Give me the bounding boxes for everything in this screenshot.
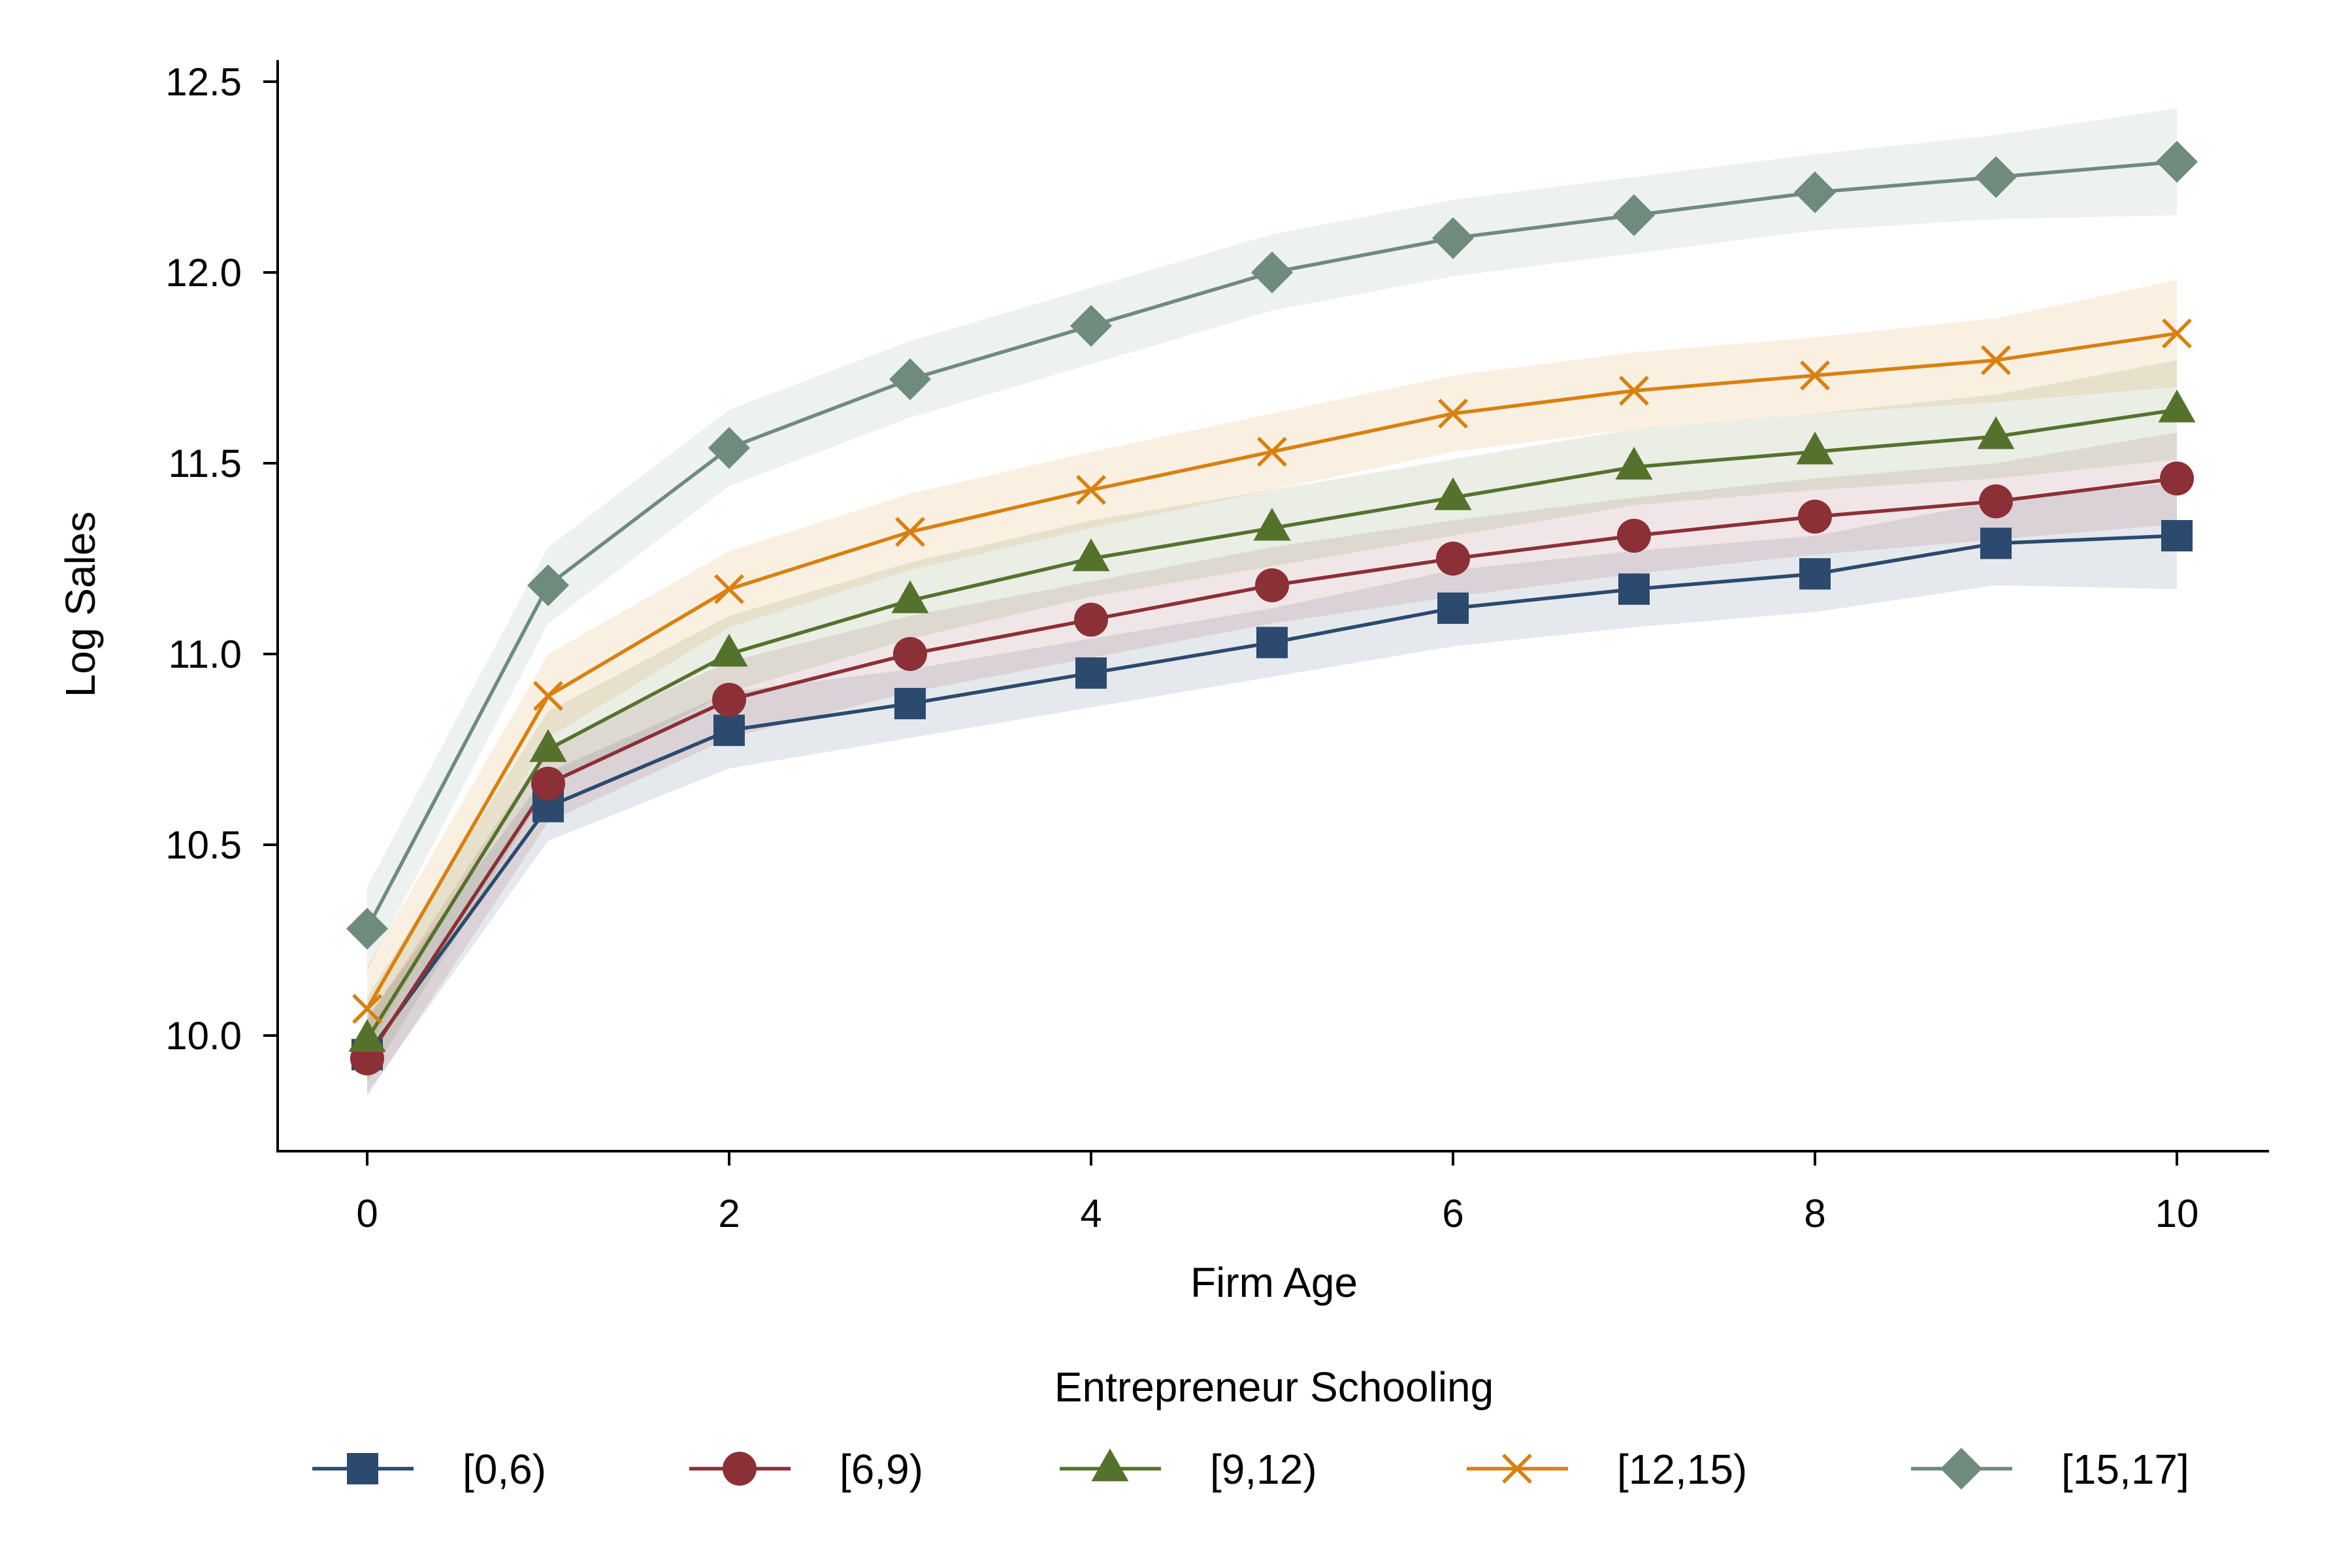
series-2-point [1796, 431, 1834, 465]
legend-items: [0,6) [6,9) [9,12) [12,15) [15,17] [312, 1446, 2189, 1493]
series-3-point [714, 574, 744, 604]
x-tick-label: 0 [356, 1192, 378, 1235]
series-0-point [713, 714, 745, 746]
legend-swatch-marker [1940, 1448, 1982, 1490]
series-4-point [708, 427, 750, 469]
series-4-point [527, 564, 569, 606]
series-1-point [1255, 568, 1289, 602]
series-4-point [1613, 194, 1655, 237]
series-2-point [1434, 477, 1472, 510]
legend-item-4: [15,17] [1911, 1446, 2189, 1493]
legend-item-1: [6,9) [689, 1446, 923, 1493]
legend-label: [12,15) [1617, 1446, 1747, 1493]
series-4-point [2156, 140, 2198, 183]
legend-item-3: [12,15) [1467, 1446, 1747, 1493]
series-2-point [710, 634, 748, 667]
y-tick-label: 10.5 [165, 823, 242, 867]
series-1-point [1074, 602, 1108, 637]
legend-item-2: [9,12) [1060, 1446, 1317, 1493]
legend-label: [6,9) [840, 1446, 923, 1493]
x-tick-label: 2 [718, 1192, 740, 1235]
series-4-point [1432, 217, 1474, 259]
series-3-point [2162, 318, 2192, 349]
series-2-point [1977, 416, 2015, 449]
series-0-point [894, 687, 926, 719]
legend-label: [9,12) [1210, 1446, 1317, 1493]
y-ticks: 10.0 10.5 11.0 11.5 12.0 12.5 [165, 60, 278, 1058]
series-4-point [1251, 252, 1293, 293]
legend-label: [0,6) [463, 1446, 546, 1493]
series-2-point [2158, 389, 2196, 423]
series-3-point [1076, 474, 1106, 505]
series-0-point [1256, 627, 1288, 659]
legend-swatch-marker [723, 1452, 757, 1486]
series-2-point [529, 729, 567, 762]
series-1-point [2160, 461, 2194, 496]
series-4-point [1070, 304, 1112, 347]
x-tick-label: 10 [2155, 1192, 2199, 1235]
series-2-point [348, 1019, 386, 1053]
series-4-point [889, 358, 931, 400]
series-4-point [1794, 171, 1836, 214]
series-1-point [1979, 484, 2013, 519]
legend-swatch-marker [1091, 1448, 1129, 1482]
x-tick-label: 8 [1804, 1192, 1825, 1235]
legend-title: Entrepreneur Schooling [1054, 1364, 1494, 1411]
series-2-point [1615, 446, 1653, 480]
y-tick-label: 12.0 [165, 251, 242, 295]
series-3-confidence-band [367, 280, 2177, 1051]
series-1-point [1798, 499, 1832, 534]
x-ticks: 0 2 4 6 8 10 [356, 1151, 2198, 1235]
series-2-point [1253, 508, 1291, 541]
series-4-point [1975, 156, 2017, 198]
y-axis-title: Log Sales [57, 512, 104, 698]
series-0-point [2161, 519, 2193, 551]
x-tick-label: 6 [1442, 1192, 1463, 1235]
series-0-point [1980, 527, 2012, 559]
series-0-point [1075, 657, 1107, 689]
series-3-point [1619, 376, 1649, 406]
series-0-point [1799, 558, 1831, 590]
series-1-point [712, 683, 746, 717]
series-1-point [1617, 518, 1651, 553]
y-tick-label: 12.5 [165, 60, 242, 104]
series-3-point [1438, 399, 1468, 429]
legend-swatch-marker [347, 1453, 378, 1484]
y-tick-label: 11.5 [169, 442, 242, 485]
series-1-point [531, 766, 565, 801]
series-3-point [1257, 436, 1287, 467]
series-2-point [891, 580, 929, 613]
legend-label: [15,17] [2061, 1446, 2189, 1493]
y-tick-label: 10.0 [165, 1014, 242, 1058]
x-tick-label: 4 [1080, 1192, 1102, 1235]
series-0-point [1437, 592, 1469, 624]
series-3-point [352, 994, 382, 1024]
series-markers [346, 140, 2198, 1076]
series-1-point [1436, 542, 1470, 576]
series-1-point [893, 637, 927, 671]
series-3-point [1800, 360, 1830, 391]
legend: Entrepreneur Schooling [0,6) [6,9) [9,12)[… [312, 1364, 2189, 1493]
axes: 0 2 4 6 8 10 10.0 10.5 11.0 11.5 12.0 12.5 [165, 60, 2269, 1235]
series-3-point [895, 517, 925, 547]
series-0-point [1618, 573, 1650, 605]
x-axis-title: Firm Age [1190, 1259, 1358, 1306]
legend-item-0: [0,6) [312, 1446, 546, 1493]
series-4-point [346, 907, 388, 950]
series-3-point [1981, 345, 2011, 376]
legend-swatch-marker [1502, 1454, 1532, 1484]
series-2-point [1072, 538, 1110, 572]
series-3-point [533, 681, 563, 711]
y-tick-label: 11.0 [169, 632, 242, 676]
